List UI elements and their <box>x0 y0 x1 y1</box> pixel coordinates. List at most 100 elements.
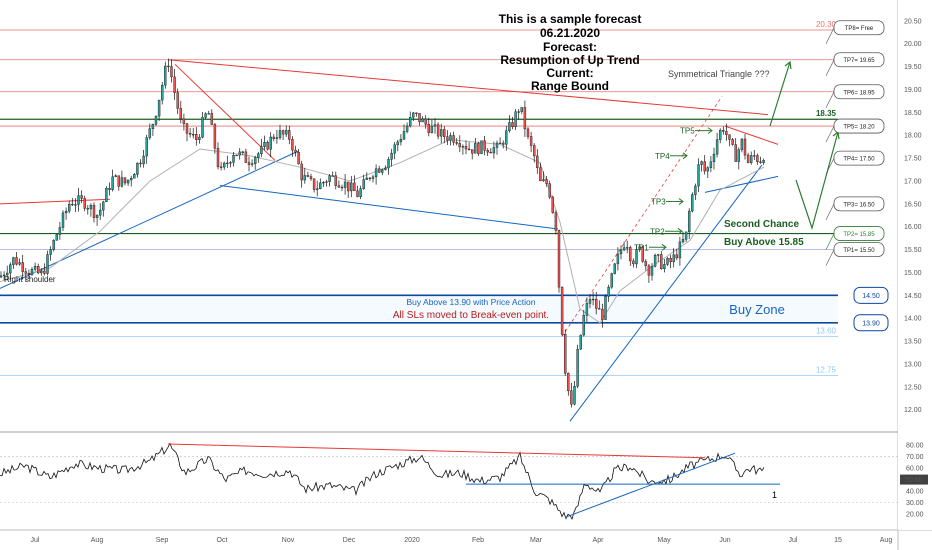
candle-body <box>526 128 530 137</box>
candle-body <box>740 138 744 150</box>
candle-body <box>266 142 269 150</box>
candle-body <box>219 166 223 168</box>
tp-marker-label: TP5 <box>680 127 695 136</box>
axis-background <box>898 0 932 530</box>
candle-body <box>67 203 71 212</box>
candle-body <box>337 185 341 188</box>
support-line <box>569 164 763 422</box>
candle-body <box>595 298 598 309</box>
candle-body <box>328 175 331 182</box>
candle-body <box>694 185 697 195</box>
candle-body <box>629 247 632 262</box>
candle-body <box>111 176 114 190</box>
candle-body <box>142 155 145 165</box>
candle-body <box>591 298 595 301</box>
candle-body <box>576 348 579 387</box>
candle-body <box>759 161 762 163</box>
candle-body <box>331 175 334 177</box>
forecast-arrows <box>769 60 840 231</box>
candle-body <box>229 162 232 164</box>
candle-body <box>486 150 489 153</box>
candle-body <box>207 113 210 115</box>
resistance-line <box>174 63 276 161</box>
candle-body <box>498 142 502 145</box>
candle-body <box>157 99 161 117</box>
candle-body <box>762 160 765 163</box>
candle-body <box>9 264 12 274</box>
candle-body <box>176 92 179 109</box>
candle-body <box>226 162 229 165</box>
candle-body <box>703 161 706 172</box>
price-badge-label: 14.50 <box>862 293 880 300</box>
candle-body <box>418 113 421 123</box>
candle-body <box>756 155 759 163</box>
x-tick-label: Apr <box>593 537 605 544</box>
candle-body <box>185 123 189 134</box>
rsi-tick-label: 20.00 <box>906 511 924 518</box>
candle-body <box>601 308 604 320</box>
callout-box <box>833 118 885 134</box>
callout-box <box>833 20 885 36</box>
candle-body <box>446 136 449 141</box>
candle-body <box>222 162 226 168</box>
candle-body <box>371 176 375 179</box>
candle-body <box>461 146 465 148</box>
candle-body <box>616 253 620 265</box>
candle-body <box>542 179 545 182</box>
candle-body <box>86 208 90 210</box>
candle-body <box>126 179 130 184</box>
candle-body <box>58 227 62 235</box>
candle-body <box>95 214 99 218</box>
candle-body <box>508 122 511 131</box>
candle-body <box>384 167 387 170</box>
candle-body <box>46 254 49 274</box>
candle-body <box>55 234 58 241</box>
candle-body <box>247 162 251 165</box>
x-tick-label: Aug <box>880 537 893 544</box>
y-tick-label: 14.50 <box>904 293 922 300</box>
candle-body <box>312 178 316 190</box>
candle-body <box>37 266 40 274</box>
trend-lines <box>0 59 779 422</box>
candle-body <box>154 115 158 125</box>
candle-body <box>43 270 46 274</box>
sls-moved-label: All SLs moved to Break-even point. <box>393 310 549 321</box>
support-line <box>0 150 299 289</box>
candle-body <box>427 124 430 133</box>
x-tick-label: Aug <box>91 537 104 544</box>
candle-body <box>368 177 372 179</box>
candle-body <box>92 205 96 218</box>
candle-body <box>709 161 713 168</box>
candle-body <box>619 249 623 255</box>
candle-body <box>201 117 204 138</box>
x-tick-label: 2020 <box>404 537 420 544</box>
candles <box>0 58 765 408</box>
candle-body <box>356 190 359 197</box>
candle-body <box>666 258 669 265</box>
candle-body <box>480 140 483 154</box>
candle-body <box>715 139 719 155</box>
rsi-line <box>0 442 765 521</box>
candle-body <box>421 118 424 123</box>
buy-zone-box <box>0 295 838 323</box>
forecast-arrow <box>769 61 791 127</box>
y-tick-label: 20.50 <box>904 18 922 25</box>
candle-body <box>415 112 418 114</box>
y-tick-label: 19.50 <box>904 64 922 71</box>
candle-body <box>74 204 77 206</box>
candle-body <box>191 134 195 136</box>
candle-body <box>471 149 474 154</box>
candle-body <box>390 152 393 160</box>
candle-body <box>260 146 263 154</box>
candle-body <box>303 175 306 181</box>
candle-body <box>151 124 155 129</box>
candle-body <box>443 129 446 137</box>
candle-body <box>30 269 34 275</box>
candle-body <box>495 142 499 148</box>
rsi-tick-label: 80.00 <box>906 443 924 450</box>
candle-body <box>167 65 170 68</box>
candle-body <box>405 125 409 132</box>
candle-body <box>198 136 201 140</box>
time-axis: Jul Aug Sep Oct Nov Dec 2020 Feb Mar Apr May Jun Jul… <box>31 537 893 544</box>
candle-body <box>402 131 406 140</box>
